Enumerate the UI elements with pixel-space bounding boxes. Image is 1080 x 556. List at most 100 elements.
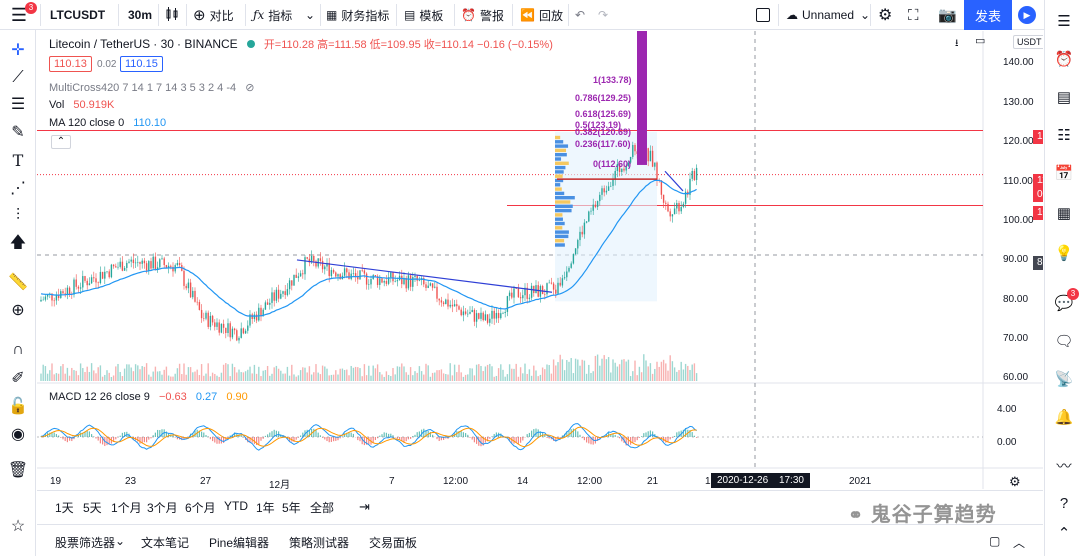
chevron-up-icon: ⌃	[1057, 525, 1071, 542]
financials-button[interactable]: ▦ 财务指标	[326, 0, 389, 30]
play-button[interactable]: ▶	[1014, 0, 1040, 30]
arrow-tool[interactable]: 🡅	[6, 232, 30, 256]
chat-button[interactable]: 💬	[1051, 290, 1077, 316]
ruler-tool[interactable]: 📏	[6, 270, 30, 294]
candle-body	[97, 282, 99, 284]
macd-histogram-bar	[377, 437, 379, 439]
volume-bar	[381, 374, 383, 381]
volume-bar	[563, 370, 566, 381]
data-window-button[interactable]: ▤	[1051, 84, 1077, 110]
range-button[interactable]: 1年	[256, 501, 275, 515]
maximize-panel-button[interactable]: ▢	[989, 534, 1000, 548]
notifications-button[interactable]: 🔔	[1051, 404, 1077, 430]
layout-name-button[interactable]: ☁ Unnamed ⌄	[786, 0, 870, 30]
volume-bar	[324, 366, 326, 381]
ideas-button[interactable]: 💡	[1051, 240, 1077, 266]
volume-bar	[394, 374, 396, 381]
price-chart[interactable]	[37, 31, 1043, 489]
candle-body	[194, 290, 196, 302]
pattern-tool[interactable]: ⋰	[6, 176, 30, 200]
range-button[interactable]: 5天	[83, 501, 102, 515]
maximize-pane-button[interactable]: ▭	[975, 34, 985, 47]
hidden-eye-icon[interactable]: ⊘	[245, 82, 255, 94]
crosshair-tool[interactable]: ✛	[6, 38, 30, 62]
fib-tool[interactable]: ☰	[6, 92, 30, 116]
volume-bar	[662, 359, 665, 381]
volume-bar	[515, 363, 517, 381]
range-button[interactable]: 全部	[310, 501, 335, 515]
bottom-tab[interactable]: Pine编辑器	[209, 536, 270, 550]
volume-bar	[695, 373, 698, 381]
messages-button[interactable]: 🗨	[1051, 328, 1077, 354]
public-chats-button[interactable]: 〰	[1051, 452, 1077, 478]
streams-button[interactable]: 📡	[1051, 366, 1077, 392]
watchlist-button[interactable]: ☰	[1051, 8, 1077, 34]
ask-price[interactable]: 110.15	[120, 56, 163, 72]
macd-histogram-bar	[157, 429, 159, 437]
volume-bar	[379, 372, 381, 381]
order-panel-button[interactable]: ▦	[1051, 200, 1077, 226]
currency-label[interactable]: USDT	[1013, 35, 1043, 49]
templates-button[interactable]: ▤ 模板	[404, 0, 443, 30]
layout-toggle[interactable]	[756, 0, 770, 30]
volume-bar	[667, 370, 669, 381]
candle-body	[337, 274, 339, 277]
brush-tool[interactable]: ✎	[6, 120, 30, 144]
help-button[interactable]: ?	[1051, 490, 1077, 516]
compare-button[interactable]: ⊕ 对比	[193, 0, 234, 30]
undo-button[interactable]: ↶	[575, 0, 585, 30]
candle-body	[647, 148, 649, 162]
prediction-tool[interactable]: ⫶	[6, 204, 30, 228]
bottom-tab[interactable]: 文本笔记	[141, 536, 190, 550]
interval-select[interactable]: 30m	[128, 8, 153, 22]
chart-area[interactable]: Litecoin / TetherUS · 30 · BINANCE 开=110…	[37, 31, 1043, 489]
favorites-tool[interactable]: ☆	[6, 514, 30, 538]
text-tool[interactable]: T	[6, 148, 30, 172]
range-button[interactable]: 3个月	[147, 501, 178, 515]
fullscreen-button[interactable]: ⛶	[908, 0, 919, 30]
range-button[interactable]: 5年	[282, 501, 301, 515]
candle-body	[238, 337, 240, 341]
calendar-button[interactable]: 📅	[1051, 160, 1077, 186]
alert-button[interactable]: ⏰ 警报	[461, 0, 504, 30]
lock-tool[interactable]: 🔓	[6, 394, 30, 418]
indicators-button[interactable]: ƒx 指标	[253, 0, 292, 30]
replay-button[interactable]: ⏪ 回放	[520, 0, 563, 30]
hotlist-button[interactable]: ☷	[1051, 122, 1077, 148]
redo-button[interactable]: ↷	[598, 0, 608, 30]
volume-bar	[139, 369, 141, 381]
snapshot-button[interactable]: 📷	[938, 0, 957, 30]
scale-down-button[interactable]: ⭳	[955, 36, 959, 53]
bid-price[interactable]: 110.13	[49, 56, 92, 72]
bottom-tab[interactable]: 交易面板	[369, 536, 418, 550]
trash-tool[interactable]: 🗑	[6, 458, 30, 482]
collapse-panel-button[interactable]: ︿	[1013, 534, 1025, 551]
range-button[interactable]: YTD	[224, 499, 248, 513]
symbol-search[interactable]: LTCUSDT	[50, 8, 106, 22]
publish-button[interactable]: 发表	[964, 0, 1012, 30]
range-button[interactable]: 1天	[55, 501, 74, 515]
zoom-tool[interactable]: ⊕	[6, 298, 30, 322]
range-button[interactable]: 1个月	[111, 501, 142, 515]
magnet-tool[interactable]: ∩	[6, 338, 30, 362]
chart-type-button[interactable]	[164, 0, 180, 30]
collapse-legend-button[interactable]: ⌃	[51, 135, 71, 149]
candle-body	[374, 275, 377, 277]
bottom-tab[interactable]: 策略测试器	[289, 536, 350, 550]
screener-dropdown[interactable]: ⌄	[115, 534, 125, 548]
settings-button[interactable]: ⚙	[878, 0, 892, 30]
volume-bar	[258, 366, 260, 381]
range-button[interactable]: 6个月	[185, 501, 216, 515]
time-axis-settings[interactable]: ⚙	[1009, 474, 1021, 489]
alerts-button[interactable]: ⏰	[1051, 46, 1077, 72]
trendline-tool[interactable]: ⟋	[6, 66, 30, 90]
stay-drawing-tool[interactable]: ✐	[6, 366, 30, 390]
visibility-tool[interactable]: ◉	[6, 422, 30, 446]
indicators-dropdown[interactable]: ⌄	[305, 0, 315, 30]
goto-date-button[interactable]: ⇥	[359, 499, 370, 515]
volume-bar	[308, 366, 311, 381]
collapse-button[interactable]: ⌃	[1051, 520, 1077, 546]
bottom-tab[interactable]: 股票筛选器	[55, 536, 116, 550]
volume-bar	[101, 376, 104, 381]
menu-button[interactable]: ☰	[6, 0, 32, 30]
